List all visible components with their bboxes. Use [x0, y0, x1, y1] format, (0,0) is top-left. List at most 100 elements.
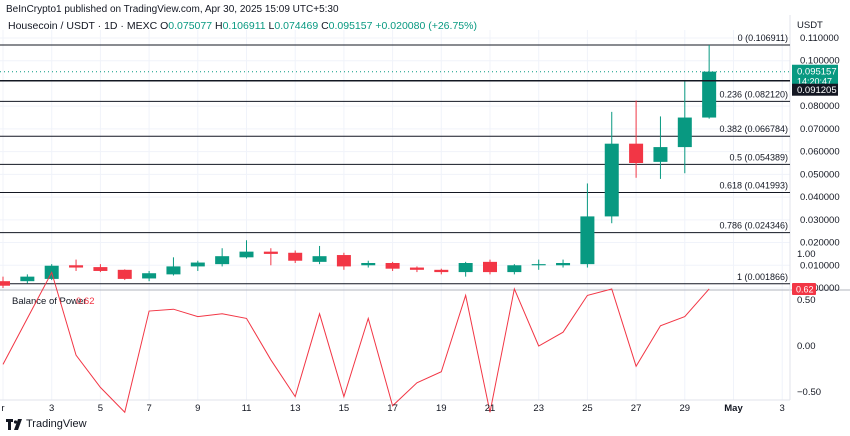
price-line-badge[interactable]: 0.091205	[792, 83, 838, 97]
candle-body	[239, 251, 254, 258]
ohlc-key-l: L	[265, 20, 275, 32]
candle	[434, 268, 449, 275]
price-axis[interactable]: USDT 0.000000 0.010000 0.020000 0.030000 0.04…	[792, 20, 840, 294]
candle	[409, 266, 424, 273]
time-tick-label: 25	[582, 403, 593, 414]
bop-tick-label: 0.00	[797, 341, 816, 352]
ohlc-key-o: O	[160, 20, 169, 32]
candle	[69, 259, 84, 271]
bop-line	[2, 271, 710, 414]
ohlc-key-h: H	[212, 20, 223, 32]
candle-body	[702, 71, 717, 118]
time-tick-label: May	[724, 403, 743, 414]
ohlc-value-h: 0.106911	[222, 20, 266, 32]
candle	[288, 250, 303, 263]
time-tick-label: 21	[485, 403, 496, 414]
candle	[361, 260, 376, 268]
ohlc-value-l: 0.074469	[274, 20, 319, 32]
ohlc-values: O0.075077 H0.106911 L0.074469 C0.095157	[160, 20, 375, 32]
candle	[190, 260, 205, 271]
candlestick-series	[0, 45, 717, 288]
fibonacci-retracement[interactable]: 0 (0.106911) 0.236 (0.082120) 0.382 (0.066…	[0, 33, 790, 285]
last-price-value: 0.095157	[797, 67, 837, 78]
candle-body	[336, 255, 351, 267]
candle-body	[69, 265, 84, 268]
balance-of-power-pane: Balance of Power0.621.000.500.00−0.500.6…	[2, 249, 821, 414]
time-tick-label: 27	[631, 403, 642, 414]
candle	[117, 269, 132, 281]
last-price-badge-bg	[792, 64, 838, 88]
time-tick-label: 3	[49, 403, 54, 414]
ohlc-key-c: C	[318, 20, 329, 32]
candle-body	[507, 265, 522, 273]
currency-label: USDT	[797, 20, 823, 31]
ohlc-value-c: 0.095157	[328, 20, 373, 32]
candle	[604, 111, 619, 224]
price-tick-label: 0.000000	[800, 283, 840, 294]
time-tick-label: 17	[387, 403, 398, 414]
candle-body	[117, 269, 132, 279]
price-tick-label: 0.040000	[800, 192, 840, 203]
candle	[531, 259, 546, 270]
ohlc-value-o: 0.075077	[168, 20, 213, 32]
candle-body	[312, 256, 327, 262]
tradingview-logo[interactable]: TradingView	[6, 418, 87, 430]
time-tick-label: 7	[146, 403, 151, 414]
candle-body	[166, 266, 181, 275]
candle-body	[458, 263, 473, 273]
candle	[166, 257, 181, 276]
tradingview-logo-icon	[6, 418, 22, 430]
bop-value-badge-text: 0.62	[796, 284, 814, 294]
candle-body	[409, 267, 424, 270]
candle	[677, 80, 692, 174]
fib-level-label: 1 (0.001866)	[737, 272, 788, 282]
candle-body	[677, 117, 692, 148]
fib-level-label: 0.618 (0.041993)	[719, 181, 788, 191]
candle	[336, 252, 351, 270]
time-axis[interactable]: r 3 5 7 9 11 13 15 17 19 21 23 25 27 29 May 3	[1, 403, 784, 414]
candle	[20, 274, 35, 284]
candle-body	[580, 216, 595, 265]
bop-tick-label: −0.50	[797, 387, 821, 398]
bop-title: Balance of Power	[12, 296, 86, 307]
time-tick-label: 9	[195, 403, 200, 414]
candle	[142, 270, 157, 282]
candle	[580, 183, 595, 268]
published-line: BeInCrypto1 published on TradingView.com…	[6, 4, 339, 15]
fib-level-label: 0.5 (0.054389)	[729, 152, 788, 162]
candle	[0, 276, 10, 288]
price-tick-label: 0.070000	[800, 124, 840, 135]
candle-body	[483, 261, 497, 273]
time-tick-label: 13	[290, 403, 301, 414]
candle-body	[653, 147, 668, 162]
candle	[507, 264, 522, 275]
candle-body	[190, 262, 205, 267]
bop-value-badge: 0.62	[792, 282, 816, 295]
candle-body	[20, 276, 35, 282]
fib-level-label: 0.382 (0.066784)	[719, 124, 788, 134]
candle	[215, 248, 230, 267]
candle	[263, 248, 278, 266]
candle-body	[263, 251, 278, 254]
price-lines	[0, 71, 790, 82]
bar-countdown: 14:20:47	[797, 77, 832, 87]
candle-body	[0, 281, 10, 286]
candle	[93, 264, 108, 273]
price-line-value: 0.091205	[797, 85, 837, 96]
candle-body	[434, 269, 449, 273]
price-change: +0.020080 (+26.75%)	[375, 20, 477, 32]
time-tick-label: 23	[533, 403, 544, 414]
candle	[239, 240, 254, 259]
price-tick-label: 0.030000	[800, 215, 840, 226]
candle-body	[93, 267, 108, 271]
candle	[653, 116, 668, 179]
candle	[629, 100, 644, 178]
time-tick-label: 3	[780, 403, 785, 414]
grid	[0, 15, 850, 401]
candle-body	[385, 263, 400, 269]
time-tick-label: 29	[680, 403, 691, 414]
price-tick-label: 0.060000	[800, 147, 840, 158]
candle-body	[556, 263, 571, 266]
